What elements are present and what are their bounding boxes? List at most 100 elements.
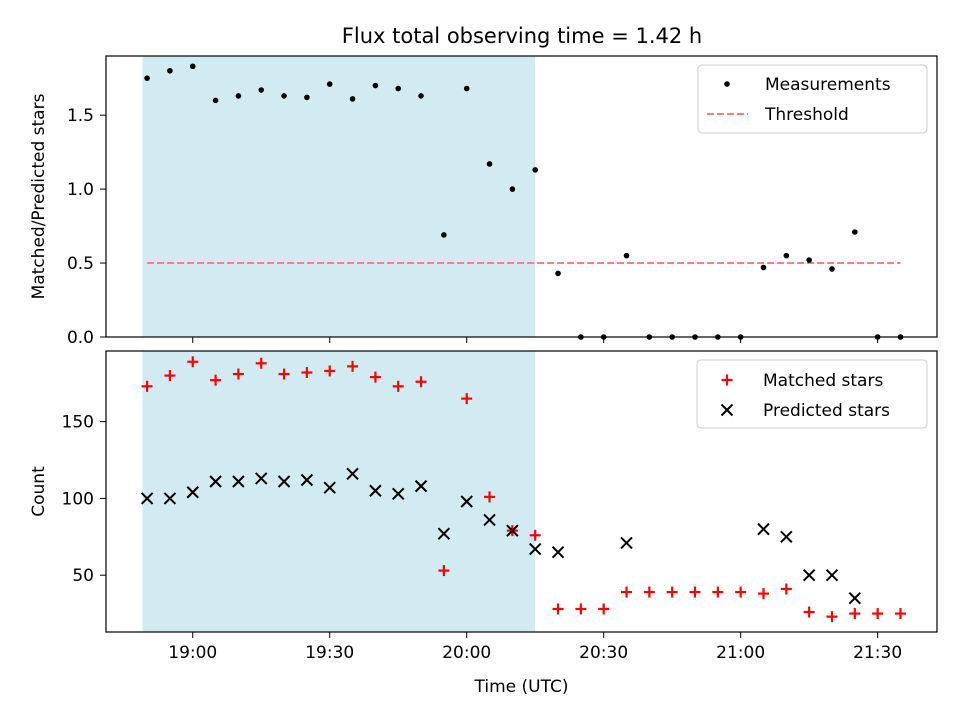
matched-star-point	[484, 491, 496, 503]
bottom-legend: Matched stars Predicted stars	[696, 359, 928, 429]
matched-stars-series	[141, 356, 906, 623]
measurement-point	[189, 63, 196, 70]
measurement-point	[623, 252, 630, 259]
measurement-point	[760, 264, 767, 271]
measurement-point	[235, 93, 242, 99]
predicted-star-point	[255, 472, 268, 485]
x-tick-label: 20:00	[442, 643, 491, 663]
matched-star-point	[187, 356, 199, 368]
measurement-point	[281, 93, 287, 99]
matched-star-point	[666, 586, 678, 598]
chart-title: Flux total observing time = 1.42 h	[342, 24, 702, 48]
matched-star-point	[643, 586, 655, 598]
measurement-point	[783, 252, 790, 259]
predicted-star-point	[414, 479, 428, 493]
matched-star-point	[849, 608, 861, 620]
measurement-point	[555, 270, 561, 277]
matched-star-point	[415, 376, 427, 388]
predicted-star-point	[392, 487, 405, 501]
matched-star-point	[324, 365, 336, 377]
y-tick-label: 150	[62, 413, 94, 433]
predicted-star-point	[483, 513, 496, 527]
top-legend: Measurements Threshold	[697, 64, 928, 134]
top-panel: 0.0 0.5 1.0 1.5 Matched/Predicted stars Mea…	[29, 55, 938, 348]
measurement-point	[258, 87, 265, 93]
measurement-point	[304, 94, 310, 101]
x-tick-label: 20:30	[579, 643, 628, 663]
matched-star-point	[803, 606, 815, 618]
measurement-point	[212, 97, 219, 104]
legend-predicted-label: Predicted stars	[763, 401, 890, 421]
predicted-star-point	[300, 473, 314, 487]
top-legend-box	[697, 64, 928, 134]
predicted-star-point	[528, 542, 542, 556]
measurement-point	[441, 232, 447, 238]
matched-star-point	[461, 393, 473, 405]
highlight-span-bottom	[142, 351, 536, 632]
predicted-star-point	[780, 530, 793, 544]
matched-star-point	[872, 608, 884, 620]
predicted-star-point	[163, 492, 177, 505]
matched-star-point	[255, 357, 267, 369]
matched-star-point	[392, 380, 404, 392]
measurement-point	[829, 266, 835, 272]
predicted-star-point	[460, 495, 473, 508]
predicted-star-point	[186, 486, 199, 499]
measurements-series	[144, 63, 904, 340]
matched-star-point	[780, 583, 792, 595]
measurement-point	[509, 186, 516, 192]
matched-star-point	[735, 586, 747, 598]
x-axis-label: Time (UTC)	[474, 677, 569, 697]
matched-star-point	[347, 360, 359, 372]
legend-matched-marker	[721, 374, 733, 386]
predicted-star-point	[323, 481, 336, 494]
measurement-point	[463, 85, 470, 92]
predicted-star-point	[848, 592, 862, 605]
matched-star-point	[529, 529, 541, 541]
y-tick-label: 0.0	[67, 328, 94, 348]
bottom-panel-frame	[105, 350, 938, 633]
legend-measurements-marker	[724, 81, 730, 87]
matched-star-point	[210, 374, 222, 386]
predicted-star-point	[802, 568, 816, 582]
predicted-star-point	[369, 484, 382, 497]
matched-star-point	[621, 586, 633, 598]
measurement-point	[167, 67, 173, 74]
measurement-point	[395, 85, 402, 92]
measurement-point	[349, 96, 356, 102]
matched-star-point	[689, 586, 701, 598]
predicted-star-point	[757, 522, 770, 536]
predicted-star-point	[277, 475, 291, 488]
predicted-star-point	[140, 492, 154, 505]
predicted-stars-series	[140, 467, 862, 605]
matched-star-point	[712, 586, 724, 598]
measurement-point	[144, 75, 150, 81]
top-panel-ylabel: Matched/Predicted stars	[29, 93, 49, 299]
predicted-star-point	[209, 475, 222, 488]
legend-predicted-marker	[720, 403, 734, 417]
x-tick-label: 21:30	[853, 643, 902, 663]
matched-star-point	[598, 603, 610, 615]
predicted-star-point	[551, 545, 565, 559]
y-tick-label: 0.5	[67, 254, 94, 274]
y-tick-label: 100	[62, 489, 94, 509]
x-tick-label: 21:00	[716, 643, 765, 663]
matched-star-point	[301, 366, 313, 378]
matched-star-point	[164, 370, 176, 382]
bottom-panel: 19:00 19:30 20:00 20:30 21:00 21:30 50 100 150 C…	[29, 350, 938, 697]
predicted-star-point	[437, 527, 451, 540]
legend-measurements-label: Measurements	[765, 75, 891, 95]
top-panel-frame	[105, 55, 938, 338]
top-panel-ticks: 0.0 0.5 1.0 1.5	[67, 106, 879, 348]
bottom-panel-ticks: 19:00 19:30 20:00 20:30 21:00 21:30 50 100 150	[62, 413, 903, 663]
measurement-point	[486, 161, 493, 167]
bottom-legend-box	[696, 359, 928, 429]
matched-star-point	[232, 368, 244, 380]
predicted-star-point	[346, 467, 359, 481]
measurement-point	[806, 257, 812, 263]
predicted-star-point	[620, 536, 633, 550]
matched-star-point	[757, 588, 769, 600]
matched-star-point	[552, 603, 564, 615]
y-tick-label: 50	[72, 566, 94, 586]
